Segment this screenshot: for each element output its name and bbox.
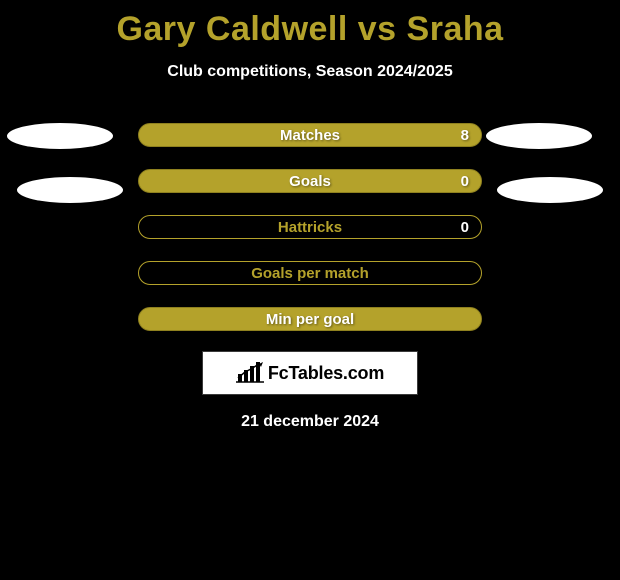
stat-row: Goals0 (0, 169, 620, 193)
stat-bar: Min per goal (138, 307, 482, 331)
branding-text: FcTables.com (268, 363, 384, 384)
stat-label: Hattricks (139, 216, 481, 238)
stat-bar: Goals per match (138, 261, 482, 285)
stat-row: Goals per match (0, 261, 620, 285)
footer-date: 21 december 2024 (0, 413, 620, 431)
stat-bar: Matches8 (138, 123, 482, 147)
stat-label: Goals (139, 170, 481, 192)
stat-bar: Goals0 (138, 169, 482, 193)
page-subtitle: Club competitions, Season 2024/2025 (0, 63, 620, 81)
stat-label: Min per goal (139, 308, 481, 330)
stat-row: Matches8 (0, 123, 620, 147)
stat-value: 0 (461, 216, 469, 238)
stat-rows: Matches8Goals0Hattricks0Goals per matchM… (0, 123, 620, 331)
chart-icon (236, 362, 264, 384)
stat-bar: Hattricks0 (138, 215, 482, 239)
page-title: Gary Caldwell vs Sraha (0, 0, 620, 49)
stat-label: Matches (139, 124, 481, 146)
stat-value: 0 (461, 170, 469, 192)
stat-value: 8 (461, 124, 469, 146)
stat-row: Hattricks0 (0, 215, 620, 239)
stat-row: Min per goal (0, 307, 620, 331)
branding-box: FcTables.com (202, 351, 418, 395)
stat-label: Goals per match (139, 262, 481, 284)
